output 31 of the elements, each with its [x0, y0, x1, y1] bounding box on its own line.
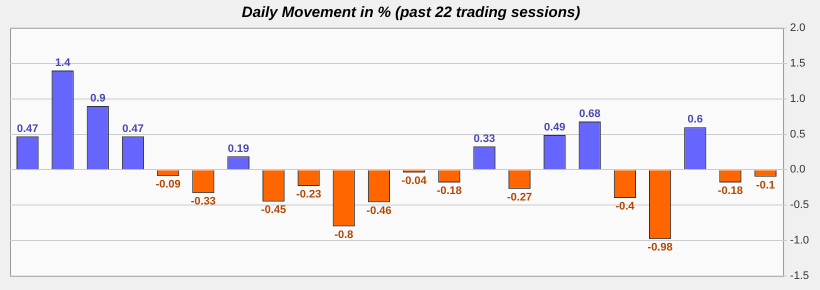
data-label: -0.18 — [718, 185, 743, 197]
data-label: 0.6 — [688, 114, 703, 126]
data-label: -0.27 — [506, 191, 532, 204]
y-tick-label: -1.0 — [790, 234, 810, 247]
y-tick-label: 2.0 — [790, 22, 806, 34]
chart-title: Daily Movement in % (past 22 trading sessions) — [242, 4, 580, 22]
data-label: 0.68 — [579, 108, 600, 120]
y-tick-label: -1.5 — [790, 270, 810, 282]
data-label: 0.49 — [544, 122, 566, 134]
y-tick-label: 1.0 — [790, 92, 806, 105]
data-label: 0.19 — [228, 142, 250, 155]
data-label: -0.04 — [402, 175, 428, 188]
data-label: 0.47 — [16, 122, 38, 135]
y-tick-label: -0.5 — [790, 199, 810, 212]
data-label: -0.1 — [756, 179, 775, 192]
y-tick-label: 1.5 — [790, 57, 806, 70]
data-label: -0.09 — [156, 178, 181, 191]
data-label: 1.4 — [55, 57, 72, 70]
y-tick-label: 0.5 — [790, 128, 806, 140]
data-label: -0.98 — [648, 242, 673, 254]
data-label: -0.18 — [436, 185, 462, 197]
data-label: -0.8 — [334, 228, 354, 241]
data-label: 0.33 — [474, 132, 496, 145]
y-tick-label: 0.0 — [790, 164, 806, 176]
data-label: 0.47 — [122, 122, 144, 135]
data-label: -0.45 — [261, 204, 286, 216]
data-label: -0.4 — [615, 200, 636, 213]
data-label: -0.46 — [366, 204, 392, 217]
data-label: -0.23 — [296, 188, 322, 201]
data-label: -0.33 — [190, 196, 216, 208]
data-label: 0.9 — [90, 92, 106, 104]
